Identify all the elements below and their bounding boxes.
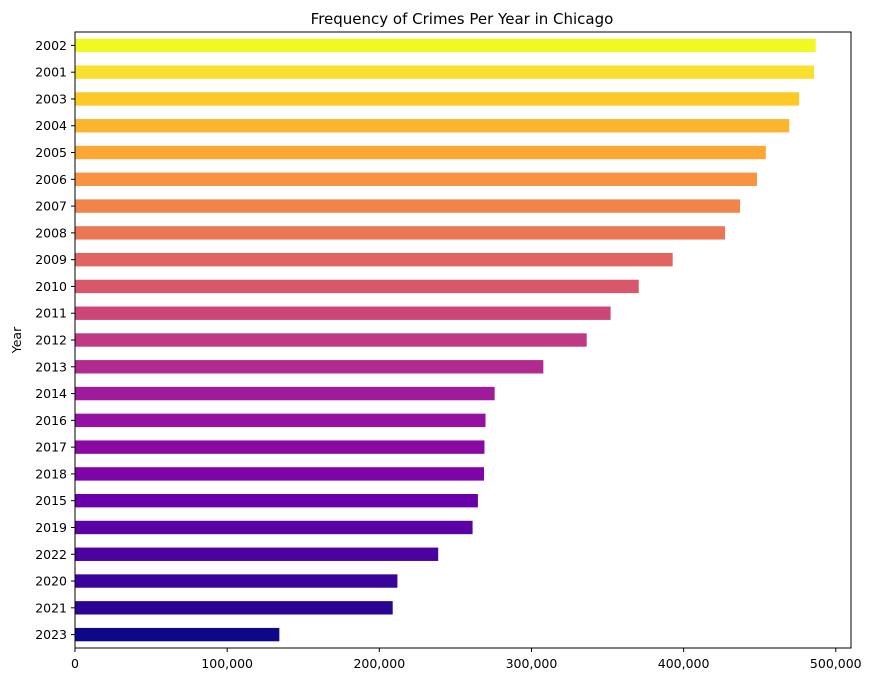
y-tick-label: 2004 bbox=[35, 118, 67, 133]
y-tick-label: 2019 bbox=[35, 520, 67, 535]
bar-2003 bbox=[75, 92, 800, 106]
x-tick-label: 0 bbox=[71, 656, 79, 671]
y-tick-label: 2023 bbox=[35, 627, 67, 642]
bar-2008 bbox=[75, 226, 726, 240]
y-tick-label: 2012 bbox=[35, 333, 67, 348]
y-tick-label: 2016 bbox=[35, 413, 67, 428]
y-tick-label: 2006 bbox=[35, 172, 67, 187]
y-tick-label: 2005 bbox=[35, 145, 67, 160]
y-tick-label: 2008 bbox=[35, 225, 67, 240]
y-tick-label: 2010 bbox=[35, 279, 67, 294]
x-tick-label: 100,000 bbox=[201, 656, 253, 671]
bar-2020 bbox=[75, 574, 398, 588]
bar-2009 bbox=[75, 252, 673, 267]
x-tick-label: 400,000 bbox=[658, 656, 710, 671]
x-tick-label: 200,000 bbox=[353, 656, 405, 671]
bar-2021 bbox=[75, 601, 393, 615]
y-tick-label: 2013 bbox=[35, 359, 67, 374]
chart-title: Frequency of Crimes Per Year in Chicago bbox=[311, 10, 614, 28]
bar-2011 bbox=[75, 306, 611, 320]
bar-2013 bbox=[75, 360, 544, 374]
bar-2014 bbox=[75, 386, 495, 401]
bar-2023 bbox=[75, 627, 280, 642]
y-axis-label: Year bbox=[9, 326, 24, 354]
bars-group bbox=[75, 38, 816, 642]
x-tick-label: 300,000 bbox=[506, 656, 558, 671]
y-axis: 2002 2001 2003 2004 2005 2006 2007 2008 2009 2010… bbox=[35, 38, 75, 642]
y-tick-label: 2022 bbox=[35, 547, 67, 562]
y-tick-label: 2011 bbox=[35, 306, 67, 321]
x-axis: 0 100,000 200,000 300,000 400,000 500,000 bbox=[71, 648, 862, 671]
y-tick-label: 2017 bbox=[35, 440, 67, 455]
bar-2016 bbox=[75, 413, 486, 428]
y-tick-label: 2002 bbox=[35, 38, 67, 53]
bar-2012 bbox=[75, 333, 587, 347]
y-tick-label: 2009 bbox=[35, 252, 67, 267]
y-tick-label: 2001 bbox=[35, 65, 67, 80]
bar-2015 bbox=[75, 494, 478, 508]
bar-2004 bbox=[75, 119, 790, 133]
y-tick-label: 2007 bbox=[35, 199, 67, 214]
bar-2001 bbox=[75, 65, 815, 79]
plot-frame bbox=[74, 31, 852, 649]
bar-2019 bbox=[75, 520, 473, 535]
bar-2005 bbox=[75, 145, 766, 160]
y-tick-label: 2020 bbox=[35, 574, 67, 589]
bar-2017 bbox=[75, 440, 485, 454]
y-tick-label: 2021 bbox=[35, 600, 67, 615]
y-tick-label: 2003 bbox=[35, 91, 67, 106]
bar-2010 bbox=[75, 279, 639, 294]
bar-2022 bbox=[75, 547, 439, 561]
y-tick-label: 2014 bbox=[35, 386, 67, 401]
y-tick-label: 2015 bbox=[35, 493, 67, 508]
y-tick-label: 2018 bbox=[35, 466, 67, 481]
bar-2018 bbox=[75, 467, 484, 481]
bar-2006 bbox=[75, 172, 757, 186]
x-tick-label: 500,000 bbox=[810, 656, 862, 671]
bar-2007 bbox=[75, 199, 741, 213]
bar-2002 bbox=[75, 38, 816, 53]
